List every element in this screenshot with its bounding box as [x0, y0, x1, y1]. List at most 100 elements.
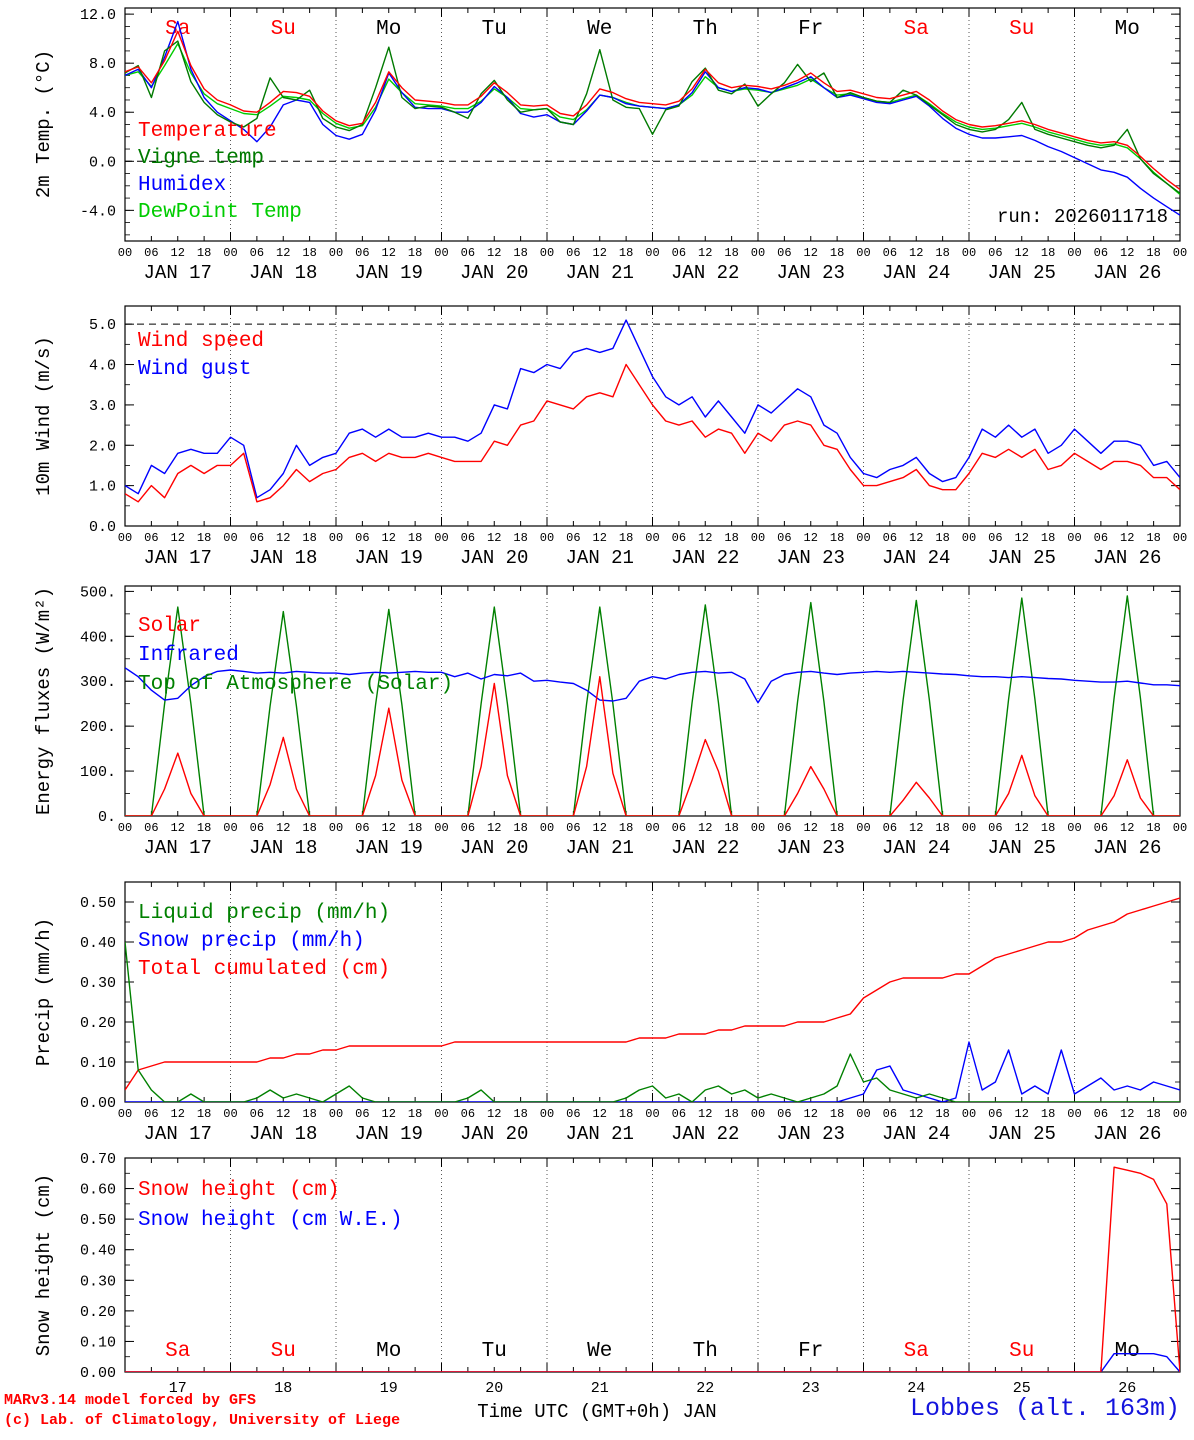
x-hour-tick-label: 18 — [513, 821, 527, 835]
x-hour-tick-label: 18 — [408, 531, 422, 545]
panel-1: 12.0 8.0 4.0 0.0 -4.0 00 06 12 18 00 06 12 18 00 06 12 1… — [80, 7, 1187, 284]
x-hour-tick-label: 00 — [645, 821, 659, 835]
x-hour-tick-label: 18 — [1041, 821, 1055, 835]
y-tick-label: 0.50 — [80, 895, 116, 912]
y-tick-label: 4.0 — [89, 105, 116, 122]
x-hour-tick-label: 06 — [777, 1107, 791, 1121]
x-day-number-label: 19 — [380, 1380, 398, 1397]
x-hour-tick-label: 00 — [962, 1107, 976, 1121]
x-date-label: JAN 17 — [144, 837, 212, 859]
x-date-label: JAN 26 — [1093, 547, 1161, 569]
series-wind-gust — [125, 319, 1180, 499]
series-liquid-precip-mm-h- — [125, 941, 1180, 1102]
x-hour-tick-label: 00 — [1067, 531, 1081, 545]
x-hour-tick-label: 12 — [276, 821, 290, 835]
x-date-label: JAN 24 — [882, 1123, 950, 1145]
x-hour-tick-label: 06 — [355, 531, 369, 545]
model-credit-line-2: (c) Lab. of Climatology, University of L… — [4, 1412, 401, 1429]
x-hour-tick-label: 18 — [830, 531, 844, 545]
x-date-label: JAN 20 — [460, 1123, 528, 1145]
y-tick-label: 0.0 — [89, 519, 116, 536]
x-hour-tick-label: 06 — [566, 531, 580, 545]
x-hour-tick-label: 06 — [777, 531, 791, 545]
x-hour-tick-label: 18 — [830, 246, 844, 260]
x-hour-tick-label: 18 — [935, 531, 949, 545]
y-tick-label: 0.60 — [80, 1182, 116, 1199]
x-hour-tick-label: 00 — [118, 1107, 132, 1121]
x-axis-title: Time UTC (GMT+0h) JAN — [477, 1401, 717, 1423]
y-tick-label: 0.40 — [80, 1243, 116, 1260]
y-tick-label: 300. — [80, 674, 116, 691]
x-day-number-label: 22 — [696, 1380, 714, 1397]
x-date-label: JAN 25 — [988, 1123, 1056, 1145]
x-hour-tick-label: 12 — [276, 531, 290, 545]
weekday-label: Sa — [165, 1340, 190, 1363]
x-date-label: JAN 23 — [777, 837, 845, 859]
x-hour-tick-label: 06 — [250, 531, 264, 545]
legend-infrared: Infrared — [138, 644, 239, 667]
x-date-label: JAN 17 — [144, 1123, 212, 1145]
y-tick-label: 0.00 — [80, 1095, 116, 1112]
panel-2: 5.04.03.02.01.00.000 06 12 18 00 06 12 18 00 06 12… — [89, 305, 1187, 569]
x-hour-tick-label: 00 — [540, 246, 554, 260]
x-hour-tick-label: 06 — [461, 821, 475, 835]
x-hour-tick-label: 12 — [804, 1107, 818, 1121]
x-hour-tick-label: 12 — [171, 821, 185, 835]
x-hour-tick-label: 18 — [619, 246, 633, 260]
x-hour-tick-label: 06 — [1094, 1107, 1108, 1121]
x-hour-tick-label: 18 — [724, 531, 738, 545]
x-date-label: JAN 23 — [777, 547, 845, 569]
x-hour-tick-label: 00 — [1067, 1107, 1081, 1121]
y-tick-label: 0.20 — [80, 1015, 116, 1032]
x-date-label: JAN 19 — [355, 262, 423, 284]
x-hour-tick-label: 00 — [223, 1107, 237, 1121]
x-hour-tick-label: 00 — [751, 531, 765, 545]
weekday-label: Mo — [376, 1340, 401, 1363]
x-hour-tick-label: 12 — [1120, 821, 1134, 835]
x-date-label: JAN 19 — [355, 1123, 423, 1145]
x-hour-tick-label: 12 — [1015, 531, 1029, 545]
x-hour-tick-label: 06 — [988, 531, 1002, 545]
x-hour-tick-label: 18 — [724, 246, 738, 260]
weekday-label: Mo — [1115, 1340, 1140, 1363]
x-hour-tick-label: 18 — [408, 821, 422, 835]
x-hour-tick-label: 18 — [513, 531, 527, 545]
x-hour-tick-label: 18 — [935, 821, 949, 835]
x-hour-tick-label: 12 — [593, 246, 607, 260]
x-hour-tick-label: 12 — [171, 1107, 185, 1121]
x-hour-tick-label: 18 — [197, 531, 211, 545]
x-hour-tick-label: 00 — [1173, 1107, 1187, 1121]
x-hour-tick-label: 00 — [1173, 246, 1187, 260]
y-tick-label: 0.70 — [80, 1151, 116, 1168]
x-hour-tick-label: 12 — [804, 821, 818, 835]
y-axis-label-snow: Snow height (cm) — [33, 1173, 55, 1357]
x-date-label: JAN 17 — [144, 262, 212, 284]
y-axis-label-precip: Precip (mm/h) — [33, 917, 55, 1067]
weekday-label: Fr — [798, 18, 823, 41]
x-hour-tick-label: 12 — [698, 821, 712, 835]
legend-dewpoint-temp: DewPoint Temp — [138, 201, 302, 224]
legend-vigne-temp: Vigne temp — [138, 147, 265, 170]
x-hour-tick-label: 00 — [1067, 821, 1081, 835]
x-hour-tick-label: 18 — [619, 821, 633, 835]
x-hour-tick-label: 06 — [883, 1107, 897, 1121]
y-tick-label: 0.0 — [89, 154, 116, 171]
x-day-number-label: 23 — [802, 1380, 820, 1397]
x-hour-tick-label: 00 — [645, 1107, 659, 1121]
x-hour-tick-label: 18 — [513, 246, 527, 260]
x-hour-tick-label: 06 — [461, 1107, 475, 1121]
x-hour-tick-label: 18 — [1146, 246, 1160, 260]
x-date-label: JAN 22 — [671, 547, 739, 569]
x-hour-tick-label: 06 — [988, 246, 1002, 260]
series-total-cumulated-cm- — [125, 897, 1180, 1091]
y-axis-label-wind: 10m Wind (m/s) — [33, 336, 55, 496]
legend-humidex: Humidex — [138, 174, 227, 197]
y-axis-label-energy: Energy fluxes (W/m²) — [33, 586, 55, 816]
x-hour-tick-label: 12 — [487, 531, 501, 545]
x-hour-tick-label: 00 — [962, 821, 976, 835]
x-hour-tick-label: 06 — [566, 821, 580, 835]
x-hour-tick-label: 00 — [223, 246, 237, 260]
x-hour-tick-label: 12 — [487, 821, 501, 835]
x-hour-tick-label: 06 — [461, 531, 475, 545]
